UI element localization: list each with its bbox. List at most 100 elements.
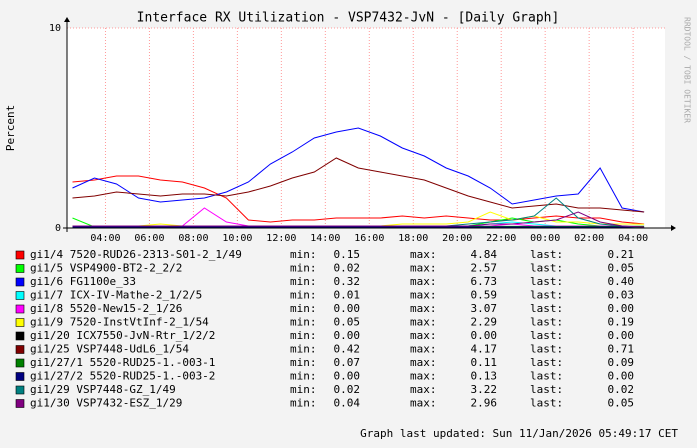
legend-swatch — [15, 345, 25, 354]
footer: Graph last updated: Sun 11/Jan/2026 05:4… — [360, 427, 678, 440]
stat-label: last: — [530, 248, 563, 261]
stat-label: last: — [530, 356, 563, 369]
stat-label: max: — [410, 316, 437, 329]
stat-value: 0.02 — [334, 383, 361, 396]
stat-value: 0.01 — [334, 289, 361, 302]
legend-label: gi1/27/1 5520-RUD25-1.-003-1 — [30, 356, 215, 369]
stat-value: 3.22 — [471, 383, 498, 396]
stat-value: 0.32 — [334, 275, 361, 288]
stat-label: max: — [410, 275, 437, 288]
legend-label: gi1/7 ICX-IV-Mathe-2_1/2/5 — [30, 289, 202, 302]
stat-label: last: — [530, 262, 563, 275]
x-axis-arrow — [671, 225, 676, 231]
legend-label: gi1/30 VSP7432-ESZ_1/29 — [30, 397, 182, 410]
stat-label: max: — [410, 329, 437, 342]
stat-label: max: — [410, 343, 437, 356]
y-axis-label: Percent — [4, 105, 17, 151]
stat-label: max: — [410, 302, 437, 315]
series-line — [72, 226, 645, 229]
stat-value: 0.03 — [608, 289, 635, 302]
stat-value: 0.04 — [334, 397, 361, 410]
stat-label: min: — [290, 275, 317, 288]
series-line — [72, 127, 645, 213]
stat-label: last: — [530, 289, 563, 302]
stat-label: last: — [530, 383, 563, 396]
stat-value: 0.40 — [608, 275, 635, 288]
legend-swatch — [15, 291, 25, 300]
stat-label: max: — [410, 248, 437, 261]
stat-value: 0.00 — [608, 302, 635, 315]
stat-label: min: — [290, 248, 317, 261]
stat-value: 6.73 — [471, 275, 498, 288]
stat-value: 0.00 — [608, 329, 635, 342]
series-line — [72, 157, 645, 213]
x-tick-label: 00:00 — [530, 233, 560, 244]
legend-label: gi1/6 FG1100e_33 — [30, 275, 136, 288]
watermark: RRDTOOL / TOBI OETIKER — [683, 17, 692, 123]
legend-swatch — [15, 304, 25, 314]
legend-label: gi1/4 7520-RUD26-2313-S01-2_1/49 — [30, 248, 242, 261]
stat-value: 3.07 — [471, 302, 498, 315]
stat-value: 2.57 — [471, 262, 498, 275]
legend-swatch — [15, 318, 25, 327]
stat-label: min: — [290, 289, 317, 302]
stat-value: 4.17 — [471, 343, 498, 356]
stat-value: 0.00 — [471, 329, 498, 342]
legend-label: gi1/5 VSP4900-BT2-2_2/2 — [30, 262, 182, 275]
y-axis-arrow — [64, 17, 70, 22]
stat-value: 0.42 — [334, 343, 361, 356]
stat-value: 0.05 — [608, 262, 635, 275]
stat-label: last: — [530, 316, 563, 329]
stat-label: last: — [530, 275, 563, 288]
legend-swatch — [15, 277, 25, 287]
stat-label: min: — [290, 262, 317, 275]
stat-label: last: — [530, 370, 563, 383]
x-tick-label: 16:00 — [354, 233, 384, 244]
stat-label: max: — [410, 356, 437, 369]
legend-label: gi1/25 VSP7448-UdL6_1/54 — [30, 343, 189, 356]
x-tick-label: 04:00 — [90, 233, 120, 244]
x-tick-label: 14:00 — [310, 233, 340, 244]
x-tick-label: 08:00 — [178, 233, 208, 244]
stat-value: 0.13 — [471, 370, 498, 383]
stat-value: 0.02 — [334, 262, 361, 275]
legend-label: gi1/27/2 5520-RUD25-1.-003-2 — [30, 370, 215, 383]
stat-value: 2.96 — [471, 397, 498, 410]
stat-label: min: — [290, 343, 317, 356]
x-tick-label: 18:00 — [398, 233, 428, 244]
x-tick-label: 12:00 — [266, 233, 296, 244]
legend-label: gi1/9 7520-InstVtInf-2_1/54 — [30, 316, 209, 329]
stat-value: 0.05 — [334, 316, 361, 329]
stat-label: last: — [530, 397, 563, 410]
stat-value: 0.00 — [334, 329, 361, 342]
stat-value: 0.07 — [334, 356, 361, 369]
legend-label: gi1/8 5520-New15-2_1/26 — [30, 302, 182, 315]
x-tick-label: 10:00 — [222, 233, 252, 244]
stat-label: last: — [530, 329, 563, 342]
stat-label: max: — [410, 370, 437, 383]
legend-swatch — [15, 385, 25, 395]
x-tick-label: 06:00 — [134, 233, 164, 244]
stat-value: 2.29 — [471, 316, 498, 329]
stat-value: 0.00 — [334, 370, 361, 383]
stat-value: 0.71 — [608, 343, 635, 356]
legend-label: gi1/20 ICX7550-JvN-Rtr_1/2/2 — [30, 329, 215, 342]
stat-label: last: — [530, 343, 563, 356]
stat-value: 0.21 — [608, 248, 635, 261]
stat-value: 0.02 — [608, 383, 635, 396]
stat-label: min: — [290, 397, 317, 410]
x-tick-label: 02:00 — [574, 233, 604, 244]
series-line — [72, 211, 645, 228]
stat-label: max: — [410, 383, 437, 396]
stat-value: 0.59 — [471, 289, 498, 302]
stat-label: min: — [290, 329, 317, 342]
stat-label: min: — [290, 356, 317, 369]
stat-value: 4.84 — [471, 248, 498, 261]
stat-label: max: — [410, 397, 437, 410]
stat-value: 0.19 — [608, 316, 635, 329]
stat-value: 0.09 — [608, 356, 635, 369]
stat-value: 0.00 — [608, 370, 635, 383]
stat-label: min: — [290, 302, 317, 315]
stat-value: 0.15 — [334, 248, 361, 261]
